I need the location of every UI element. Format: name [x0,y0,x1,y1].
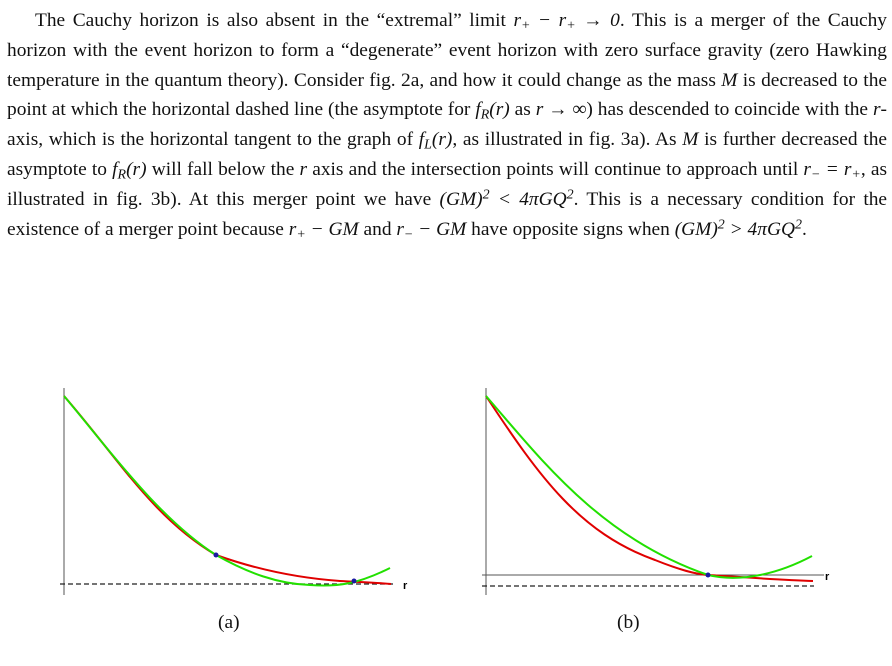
math-mass: M [682,129,699,151]
math-r: r [872,99,881,121]
figure-3a-svg: r [60,388,408,595]
paragraph: The Cauchy horizon is also absent in the… [7,10,888,243]
figure-3b-svg: r [482,388,830,595]
fR-curve [485,395,814,582]
figure-3a-plot: r [58,388,418,602]
figure-3b-plot: r [480,388,840,602]
intersection-point [213,552,219,558]
axis-label-r: r [825,571,830,583]
body-text: The Cauchy horizon is also absent in the… [7,6,887,244]
merger-point [705,572,711,578]
math-mass: M [721,69,738,91]
math-r-to-inf: r → ∞ [535,99,587,121]
figure-caption-b: (b) [617,612,640,633]
math-cond-lt: (GM)2 < 4πGQ2 [439,187,574,210]
fR-curve [63,395,392,585]
math-fR: fR(r) [112,158,147,183]
figure-caption-a: (a) [218,612,240,633]
math-fL: fL(r) [418,129,453,153]
math-rminus-gm: r− − GM [396,218,467,243]
math-r: r [299,158,308,180]
axis-label-r: r [403,580,408,592]
math-extremal-limit: r+ − r+ → 0 [513,10,620,34]
math-rplus-gm: r+ − GM [288,218,359,243]
math-fR: fR(r) [475,99,510,123]
intersection-point [351,578,357,584]
math-merge: r− = r+ [803,158,861,183]
fL-curve [485,395,813,579]
fL-curve [63,395,391,587]
math-cond-gt: (GM)2 > 4πGQ2 [674,217,802,240]
